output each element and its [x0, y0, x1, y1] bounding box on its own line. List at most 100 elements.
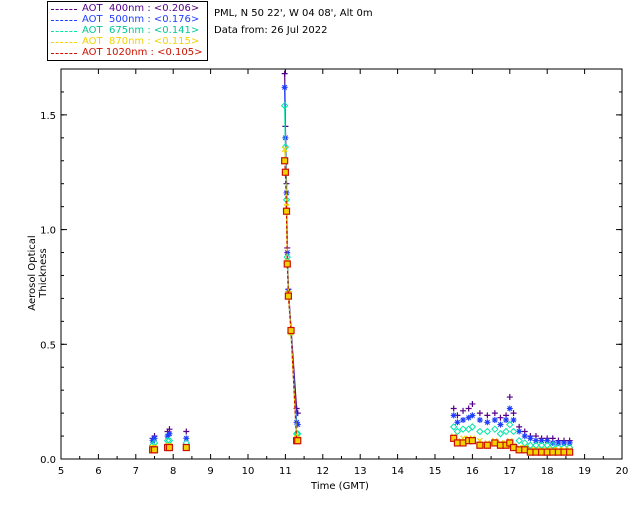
- data-point: [166, 430, 173, 437]
- legend-label-675nm: AOT 675nm : <0.141>: [82, 25, 200, 36]
- data-point: [287, 326, 295, 335]
- data-point: [281, 84, 288, 91]
- y-tick-label: 0.0: [40, 455, 56, 466]
- data-point: [521, 439, 529, 447]
- series-0: [149, 70, 573, 444]
- x-tick-label: 13: [354, 466, 367, 477]
- data-point: [521, 433, 528, 440]
- legend-label-500nm: AOT 500nm : <0.176>: [82, 14, 200, 25]
- legend-label-400nm: AOT 400nm : <0.206>: [82, 3, 200, 14]
- data-point: [459, 425, 467, 433]
- data-point: [183, 428, 190, 435]
- x-axis-title: Time (GMT): [311, 481, 369, 492]
- data-point: [506, 405, 513, 412]
- x-tick-label: 15: [429, 466, 442, 477]
- x-tick-label: 10: [242, 466, 255, 477]
- data-point: [150, 446, 159, 454]
- data-point: [510, 410, 517, 417]
- data-point: [496, 430, 505, 438]
- y-tick-label: 0.5: [40, 340, 56, 351]
- x-tick-label: 17: [503, 466, 516, 477]
- legend-swatch-675nm: [51, 31, 77, 32]
- data-point: [294, 437, 302, 445]
- y-tick-label: 1.5: [40, 111, 56, 122]
- legend-item-1020nm: AOT 1020nm : <0.105>: [48, 47, 207, 59]
- data-point: [476, 417, 483, 423]
- data-point: [281, 157, 289, 165]
- data-point: [469, 412, 476, 419]
- data-point: [293, 419, 300, 426]
- data-point: [468, 423, 477, 431]
- y-tick-label: 1.0: [40, 226, 56, 237]
- series-2: [148, 101, 574, 452]
- chart-series: [148, 70, 574, 456]
- y-axis-title: Aerosol Optical Thickness: [27, 235, 49, 311]
- data-point: [566, 439, 573, 446]
- series-line: [284, 105, 298, 435]
- data-point: [449, 423, 458, 431]
- data-point: [465, 414, 472, 421]
- legend: AOT 400nm : <0.206> AOT 500nm : <0.176> …: [47, 1, 208, 61]
- x-tick-label: 8: [170, 466, 176, 477]
- data-point: [182, 443, 190, 452]
- data-point: [282, 207, 291, 215]
- chart-axes: [60, 68, 623, 460]
- data-point: [491, 425, 499, 433]
- series-3: [149, 146, 573, 453]
- data-point: [561, 439, 568, 446]
- data-point: [509, 427, 518, 436]
- x-tick-label: 18: [541, 466, 554, 477]
- chart-ticks: 5 6 7 8 9 10 11 12 13 14 15 16 17 18 19 20 0.0 0.5 1.0 1.5: [40, 69, 628, 477]
- data-point: [527, 435, 534, 442]
- data-point: [497, 421, 504, 428]
- data-point: [465, 405, 472, 412]
- data-point: [491, 417, 498, 423]
- data-point: [543, 441, 551, 449]
- data-point: [476, 410, 483, 417]
- legend-label-870nm: AOT 870nm : <0.115>: [82, 36, 200, 47]
- data-point: [506, 439, 514, 447]
- data-point: [450, 412, 457, 419]
- location-text: PML, N 50 22', W 04 08', Alt 0m: [214, 8, 373, 19]
- data-point: [281, 70, 288, 77]
- data-point: [484, 419, 491, 426]
- data-point: [165, 443, 174, 452]
- series-1: [149, 84, 573, 446]
- plot-frame: [60, 68, 623, 460]
- legend-swatch-400nm: [51, 9, 77, 10]
- legend-swatch-870nm: [51, 42, 77, 43]
- data-point: [476, 427, 484, 436]
- legend-swatch-1020nm: [51, 53, 77, 54]
- data-point: [506, 420, 514, 429]
- x-tick-label: 16: [466, 466, 479, 477]
- data-point: [538, 437, 545, 444]
- x-tick-label: 19: [578, 466, 591, 477]
- data-point: [294, 421, 301, 428]
- series-4: [149, 157, 574, 456]
- legend-item-400nm: AOT 400nm : <0.206>: [48, 3, 207, 15]
- legend-label-1020nm: AOT 1020nm : <0.105>: [82, 47, 203, 58]
- legend-item-675nm: AOT 675nm : <0.141>: [48, 25, 207, 37]
- date-text: Data from: 26 Jul 2022: [214, 25, 328, 36]
- data-point: [453, 427, 462, 436]
- data-point: [516, 428, 523, 435]
- x-tick-label: 20: [616, 466, 629, 477]
- data-point: [284, 292, 292, 300]
- data-point: [483, 427, 492, 436]
- x-tick-label: 5: [58, 466, 64, 477]
- data-point: [476, 441, 484, 449]
- data-point: [450, 434, 458, 442]
- data-point: [491, 410, 498, 417]
- legend-swatch-500nm: [51, 20, 77, 21]
- x-tick-label: 6: [95, 466, 101, 477]
- series-line: [284, 160, 298, 442]
- data-point: [515, 436, 523, 445]
- x-tick-label: 11: [279, 466, 292, 477]
- data-point: [460, 407, 467, 414]
- data-point: [281, 146, 288, 153]
- data-point: [549, 441, 557, 449]
- data-point: [483, 441, 491, 449]
- legend-item-500nm: AOT 500nm : <0.176>: [48, 14, 207, 26]
- data-point: [532, 441, 540, 449]
